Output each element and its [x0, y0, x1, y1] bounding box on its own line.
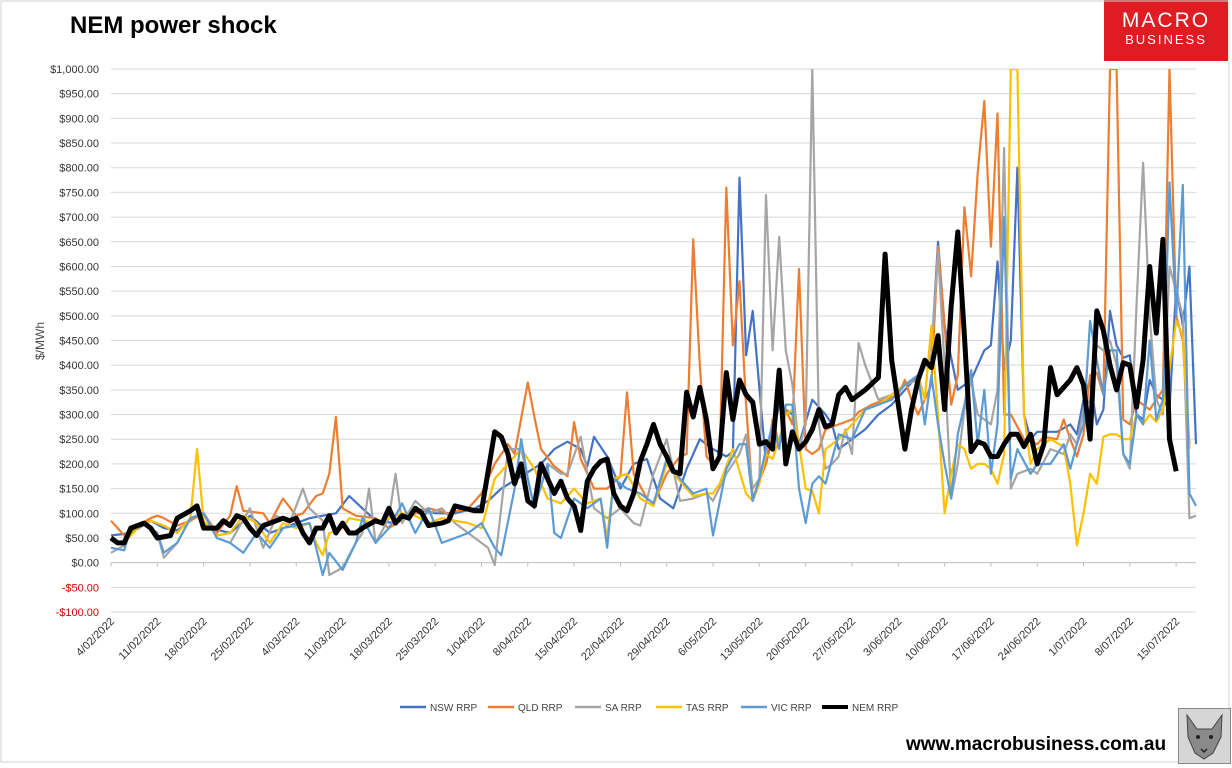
x-tick-label: 8/07/2022 — [1093, 616, 1136, 659]
x-tick-label: 22/04/2022 — [579, 616, 626, 663]
x-tick-label: 6/05/2022 — [676, 616, 719, 659]
y-tick-label: $850.00 — [59, 138, 99, 150]
x-tick-label: 29/04/2022 — [625, 616, 672, 663]
y-tick-label: -$50.00 — [62, 582, 99, 594]
legend-label: SA RRP — [605, 703, 642, 714]
site-url: www.macrobusiness.com.au — [906, 734, 1167, 755]
series-line-tas-rrp — [110, 69, 1191, 557]
x-tick-label: 13/05/2022 — [718, 616, 765, 663]
x-tick-label: 25/03/2022 — [394, 616, 441, 663]
series-line-nem-rrp — [109, 229, 1179, 546]
x-tick-label: 20/05/2022 — [764, 616, 811, 663]
legend-label: TAS RRP — [686, 703, 729, 714]
y-tick-label: -$100.00 — [56, 607, 99, 619]
legend-label: NEM RRP — [852, 703, 898, 714]
y-tick-label: $450.00 — [59, 336, 99, 348]
y-tick-label: $200.00 — [59, 459, 99, 471]
series-line-sa-rrp — [110, 69, 1197, 577]
x-tick-label: 17/06/2022 — [950, 616, 997, 663]
macrobusiness-logo: MACRO BUSINESS — [1104, 0, 1228, 61]
y-tick-label: $600.00 — [59, 261, 99, 273]
y-tick-label: $500.00 — [59, 311, 99, 323]
x-tick-label: 11/03/2022 — [302, 616, 349, 663]
x-tick-label: 27/05/2022 — [811, 616, 858, 663]
logo-line-1: MACRO — [1121, 9, 1211, 32]
wolf-mascot-icon — [1178, 708, 1231, 764]
x-tick-label: 15/04/2022 — [533, 616, 580, 663]
y-tick-label: $400.00 — [59, 360, 99, 372]
x-tick-label: 1/04/2022 — [445, 616, 488, 659]
y-tick-label: $700.00 — [59, 212, 99, 224]
x-tick-label: 4/02/2022 — [74, 616, 117, 659]
y-tick-label: $300.00 — [59, 410, 99, 422]
x-tick-label: 24/06/2022 — [996, 616, 1043, 663]
logo-line-2: BUSINESS — [1125, 32, 1207, 47]
chart-title: NEM power shock — [70, 12, 277, 39]
legend-label: QLD RRP — [518, 703, 563, 714]
y-tick-label: $650.00 — [59, 237, 99, 249]
series-lines — [109, 69, 1198, 577]
x-tick-label: 4/03/2022 — [259, 616, 302, 659]
legend-label: VIC RRP — [771, 703, 812, 714]
x-tick-label: 18/03/2022 — [348, 616, 395, 663]
y-tick-label: $150.00 — [59, 484, 99, 496]
x-tick-label: 11/02/2022 — [117, 616, 164, 663]
series-line-vic-rrp — [110, 181, 1197, 577]
x-tick-label: 18/02/2022 — [162, 616, 209, 663]
y-tick-label: $0.00 — [71, 558, 99, 570]
y-axis-ticks: -$100.00 -$50.00 $0.00 $50.00 $100.00 $150.00… — [50, 64, 99, 619]
y-tick-label: $50.00 — [65, 533, 99, 545]
y-tick-label: $100.00 — [59, 508, 99, 520]
y-tick-label: $250.00 — [59, 434, 99, 446]
y-tick-label: $550.00 — [59, 286, 99, 298]
x-tick-label: 15/07/2022 — [1135, 616, 1182, 663]
legend: NSW RRP QLD RRP SA RRP TAS RRP VIC RRP NEM RR… — [400, 703, 898, 714]
y-tick-label: $350.00 — [59, 385, 99, 397]
y-tick-label: $750.00 — [59, 187, 99, 199]
x-tick-label: 1/07/2022 — [1047, 616, 1090, 659]
y-axis-label: $/MWh — [33, 322, 47, 360]
y-tick-label: $1,000.00 — [50, 64, 99, 76]
x-tick-label: 25/02/2022 — [209, 616, 256, 663]
y-tick-label: $950.00 — [59, 89, 99, 101]
y-tick-label: $800.00 — [59, 163, 99, 175]
legend-label: NSW RRP — [430, 703, 478, 714]
series-line-nsw-rrp — [110, 166, 1198, 537]
x-tick-label: 8/04/2022 — [491, 616, 534, 659]
series-line-qld-rrp — [110, 69, 1191, 537]
y-tick-label: $900.00 — [59, 113, 99, 125]
x-tick-label: 3/06/2022 — [861, 616, 904, 659]
x-tick-label: 10/06/2022 — [903, 616, 950, 663]
